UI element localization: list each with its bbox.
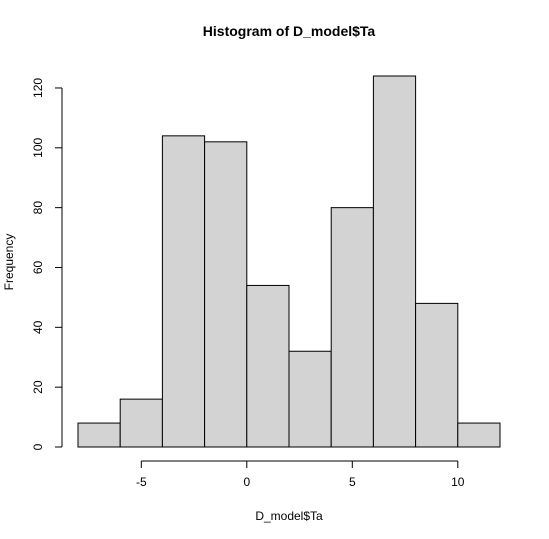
y-tick-label: 80 [31,201,45,215]
histogram-bar [457,422,501,448]
y-axis: 0 20 40 60 80 100 120 [31,78,63,450]
chart-title: Histogram of D_model$Ta [203,23,376,39]
y-tick-label: 20 [31,380,45,394]
histogram-bar [330,207,374,448]
histogram-bar [372,75,417,448]
x-tick-label: 0 [243,475,250,489]
y-tick-label: 0 [31,443,45,450]
x-tick-label: 5 [349,475,356,489]
histogram-bar [204,141,248,448]
histogram-bar [77,422,121,448]
bars-group [77,75,501,448]
y-axis-label: Frequency [2,234,16,291]
histogram-bar [415,302,459,448]
histogram-bar [119,398,163,448]
histogram-bar [246,284,290,448]
x-tick-label: -5 [136,475,147,489]
x-tick-label: 10 [451,475,465,489]
y-tick-label: 100 [31,137,45,157]
y-tick-label: 40 [31,320,45,334]
x-axis-label: D_model$Ta [255,509,323,523]
y-tick-label: 60 [31,260,45,274]
y-tick-label: 120 [31,78,45,98]
histogram-bar [161,135,206,448]
x-axis: -5 0 5 10 [136,460,465,489]
histogram-bar [288,350,332,448]
